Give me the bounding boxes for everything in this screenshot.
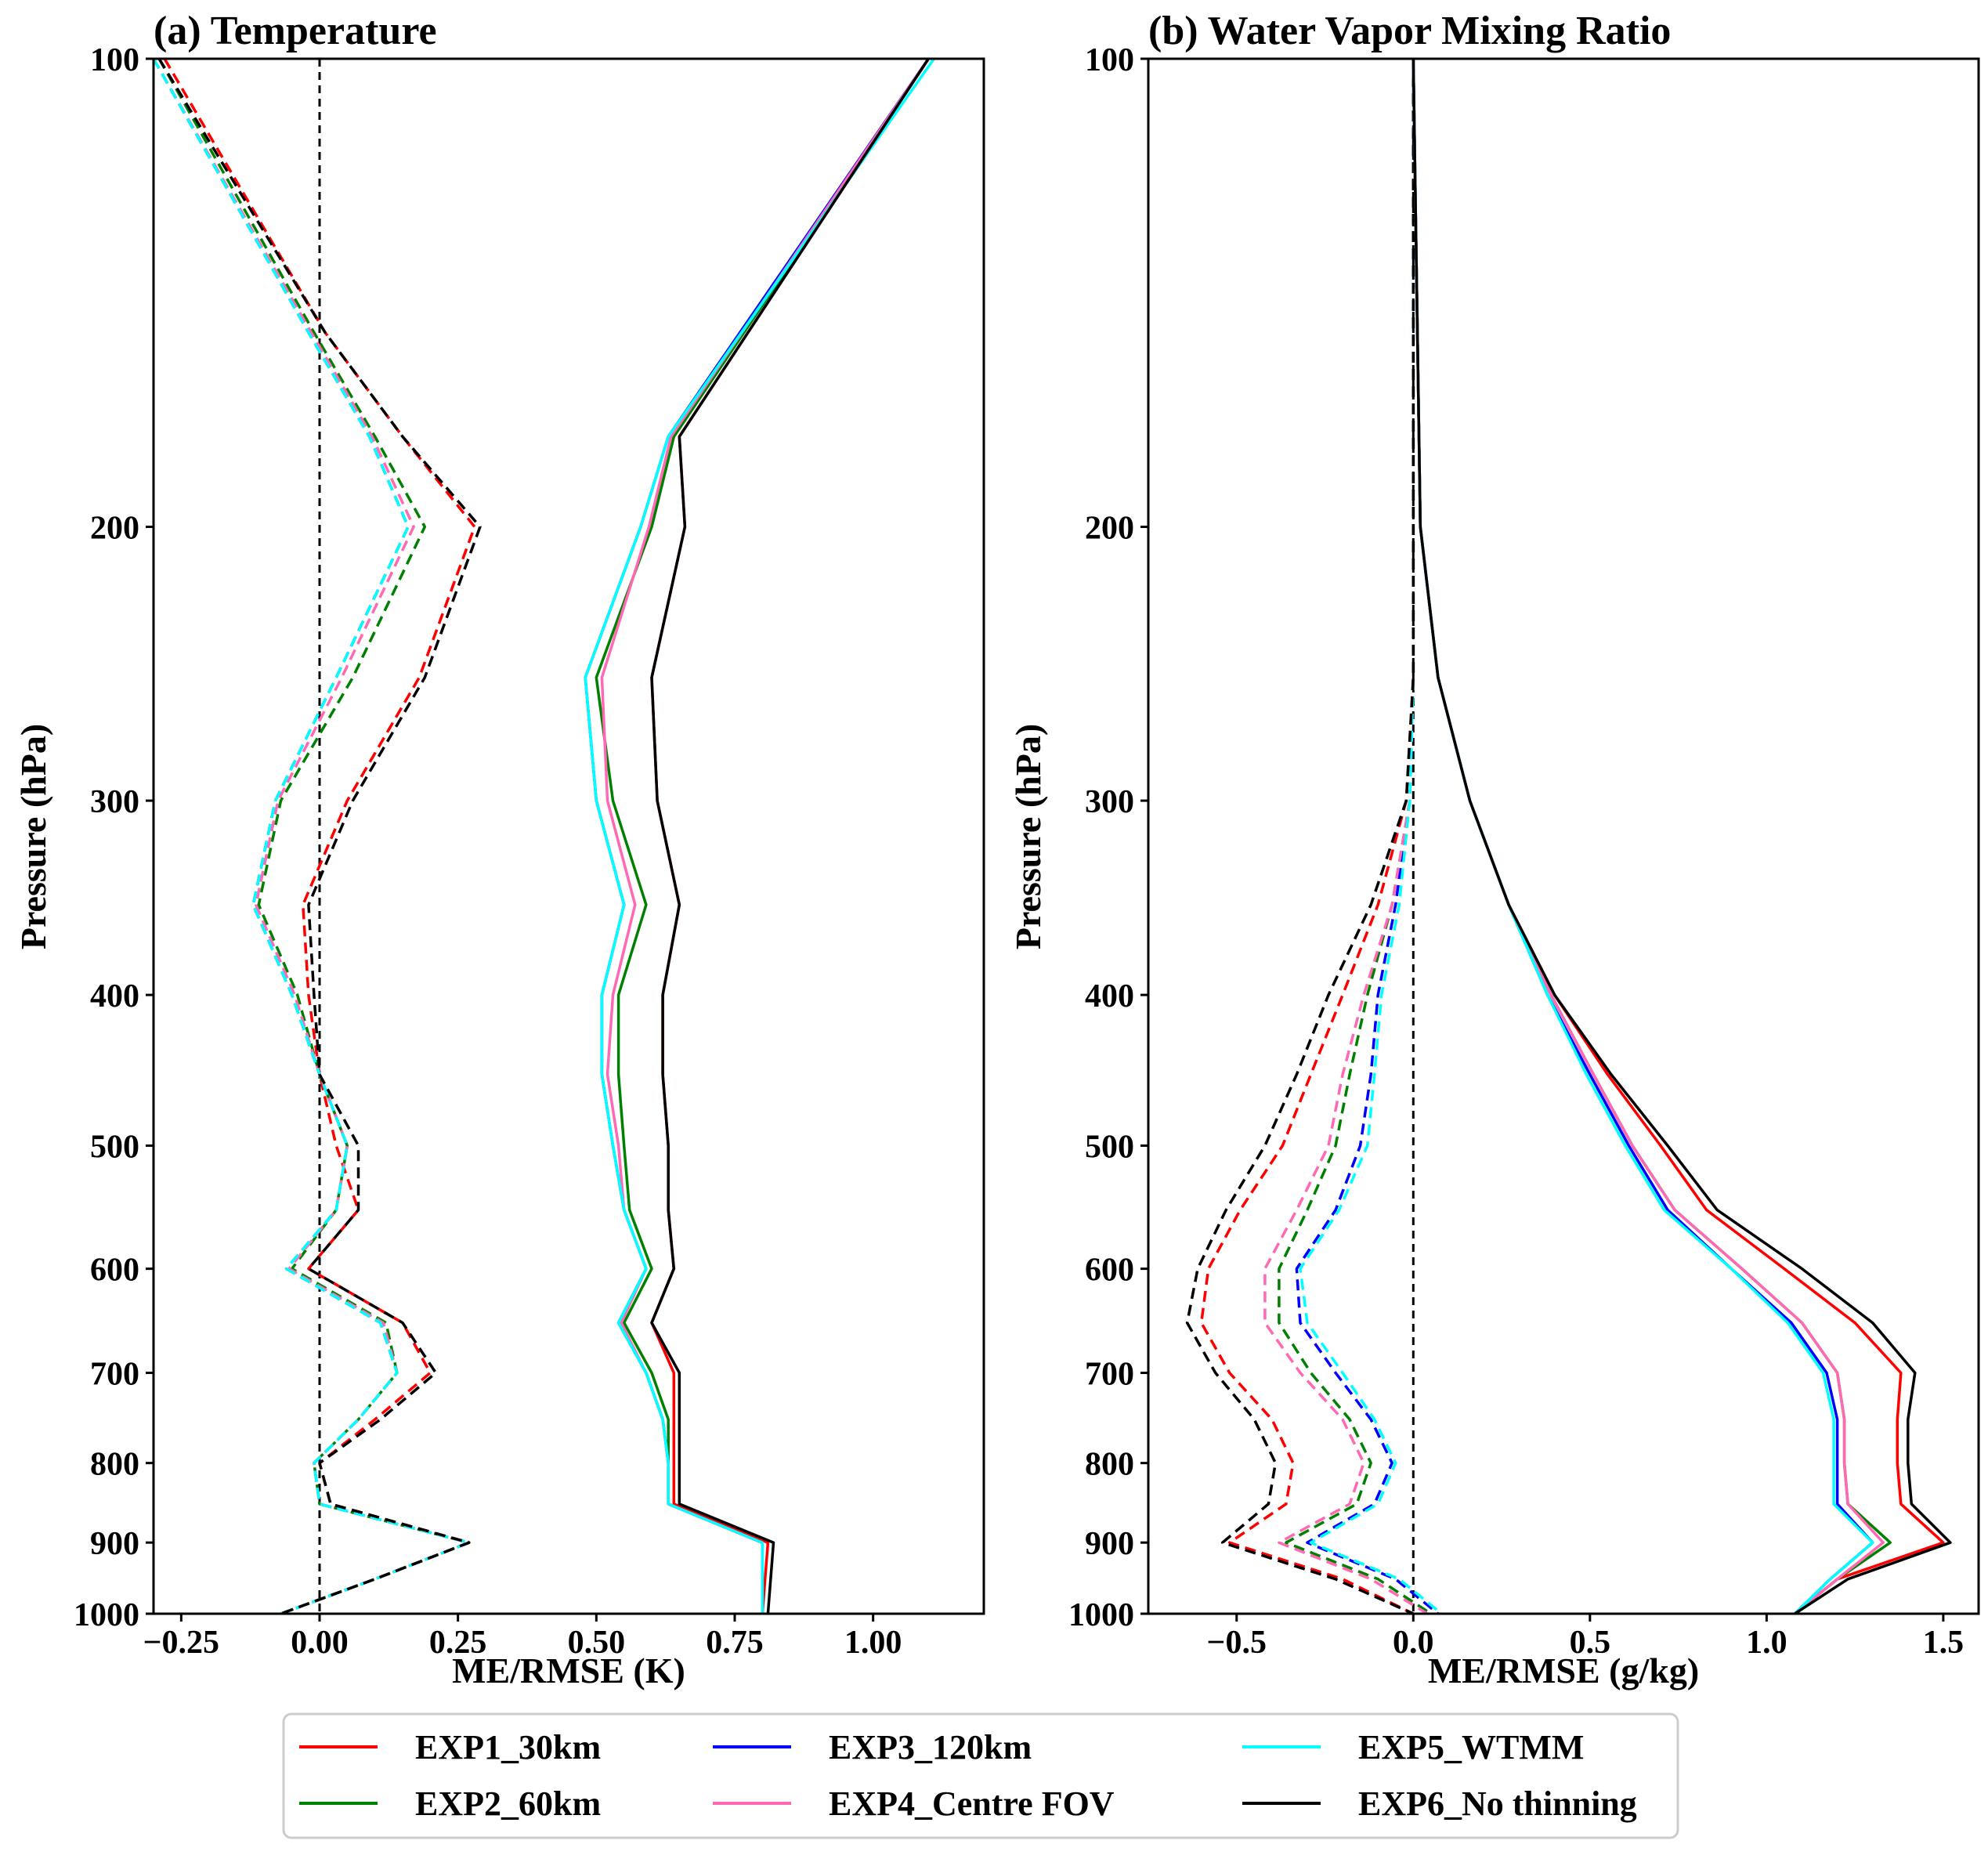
y-axis-label-water-vapor: Pressure (hPa) (1008, 724, 1048, 949)
series-line-rmse-7-temperature (595, 59, 930, 1614)
y-tick-label: 900 (90, 1526, 139, 1562)
y-tick-label: 600 (90, 1253, 139, 1289)
series-line-me-1-water-vapor (1278, 59, 1432, 1614)
y-tick-label: 700 (90, 1357, 139, 1393)
x-tick-label: 1.0 (1746, 1625, 1787, 1661)
series-line-rmse-11-water-vapor (1411, 59, 1952, 1614)
legend: EXP1_30km EXP2_60km EXP3_120km EXP4_Centre … (282, 1712, 1679, 1839)
x-tick-label: −0.5 (1207, 1625, 1267, 1661)
series-line-me-2-water-vapor (1295, 59, 1440, 1614)
x-axis-label-temperature: ME/RMSE (K) (452, 1651, 685, 1690)
y-tick-label: 200 (90, 511, 139, 547)
y-tick-label: 300 (90, 784, 139, 820)
x-tick-label: 0.75 (706, 1625, 764, 1661)
axes-frame-temperature (152, 57, 985, 1615)
x-tick-label: 0.25 (429, 1625, 487, 1661)
panel-a-title: (a) Temperature (154, 9, 437, 53)
series-line-me-5-temperature (157, 59, 482, 1614)
legend-box (282, 1712, 1679, 1839)
series-line-me-3-water-vapor (1263, 59, 1429, 1614)
ticks-temperature: −0.25 0.00 0.25 0.50 0.75 1.00 100 200 300 400 500… (74, 42, 902, 1661)
x-tick-label: 0.00 (291, 1625, 349, 1661)
legend-label: EXP1_30km (415, 1728, 601, 1766)
series-line-rmse-6-temperature (650, 59, 930, 1614)
x-tick-label: −0.25 (143, 1625, 219, 1661)
x-axis-label-water-vapor: ME/RMSE (g/kg) (1428, 1651, 1699, 1690)
series-line-rmse-7-water-vapor (1411, 59, 1892, 1614)
x-tick-label: 1.5 (1923, 1625, 1965, 1661)
x-tick-label: 0.0 (1393, 1625, 1434, 1661)
panel-temperature: (a) Temperature −0.25 0.00 0.25 0.50 0.75 1.0… (13, 9, 985, 1690)
legend-label: EXP6_No thinning (1358, 1784, 1637, 1823)
y-tick-label: 1000 (74, 1597, 139, 1633)
y-tick-label: 800 (1085, 1447, 1134, 1483)
series-line-me-3-temperature (154, 59, 471, 1614)
y-tick-label: 700 (1085, 1357, 1134, 1393)
panel-water-vapor: (b) Water Vapor Mixing Ratio −0.5 0.0 0.5 1… (1008, 9, 1980, 1690)
series-line-me-5-water-vapor (1185, 59, 1415, 1614)
y-tick-label: 900 (1085, 1526, 1134, 1562)
y-tick-label: 1000 (1068, 1597, 1134, 1633)
y-axis-label-temperature: Pressure (hPa) (13, 724, 53, 949)
y-tick-label: 400 (90, 978, 139, 1014)
series-line-rmse-8-temperature (584, 59, 930, 1614)
series-line-rmse-6-water-vapor (1411, 59, 1945, 1614)
y-tick-label: 300 (1085, 784, 1134, 820)
y-tick-label: 100 (1085, 42, 1134, 78)
y-tick-label: 600 (1085, 1253, 1134, 1289)
legend-label: EXP4_Centre FOV (829, 1784, 1115, 1823)
series-line-me-4-temperature (154, 59, 471, 1614)
y-tick-label: 400 (1085, 978, 1134, 1014)
x-tick-label: 0.50 (568, 1625, 626, 1661)
y-tick-label: 800 (90, 1447, 139, 1483)
legend-label: EXP2_60km (415, 1784, 601, 1823)
legend-label: EXP3_120km (829, 1728, 1032, 1766)
y-tick-label: 100 (90, 42, 139, 78)
series-line-rmse-10-temperature (584, 59, 935, 1614)
series-line-rmse-9-temperature (600, 59, 930, 1614)
x-tick-label: 1.00 (844, 1625, 902, 1661)
ticks-water-vapor: −0.5 0.0 0.5 1.0 1.5 100 200 300 400 500 600 700 800… (1068, 42, 1964, 1661)
plot-area-water-vapor (1185, 59, 1952, 1614)
series-line-me-4-water-vapor (1299, 59, 1443, 1614)
panel-b-title: (b) Water Vapor Mixing Ratio (1148, 9, 1671, 53)
plot-area-temperature (154, 59, 935, 1614)
x-tick-label: 0.5 (1570, 1625, 1611, 1661)
y-tick-label: 500 (1085, 1129, 1134, 1165)
series-line-me-1-temperature (157, 59, 471, 1614)
axes-frame-water-vapor (1147, 57, 1980, 1615)
y-tick-label: 200 (1085, 511, 1134, 547)
series-line-me-0-water-vapor (1199, 59, 1415, 1614)
legend-label: EXP5_WTMM (1358, 1728, 1584, 1766)
series-line-rmse-11-temperature (650, 59, 930, 1614)
y-tick-label: 500 (90, 1129, 139, 1165)
series-line-me-2-temperature (154, 59, 471, 1614)
